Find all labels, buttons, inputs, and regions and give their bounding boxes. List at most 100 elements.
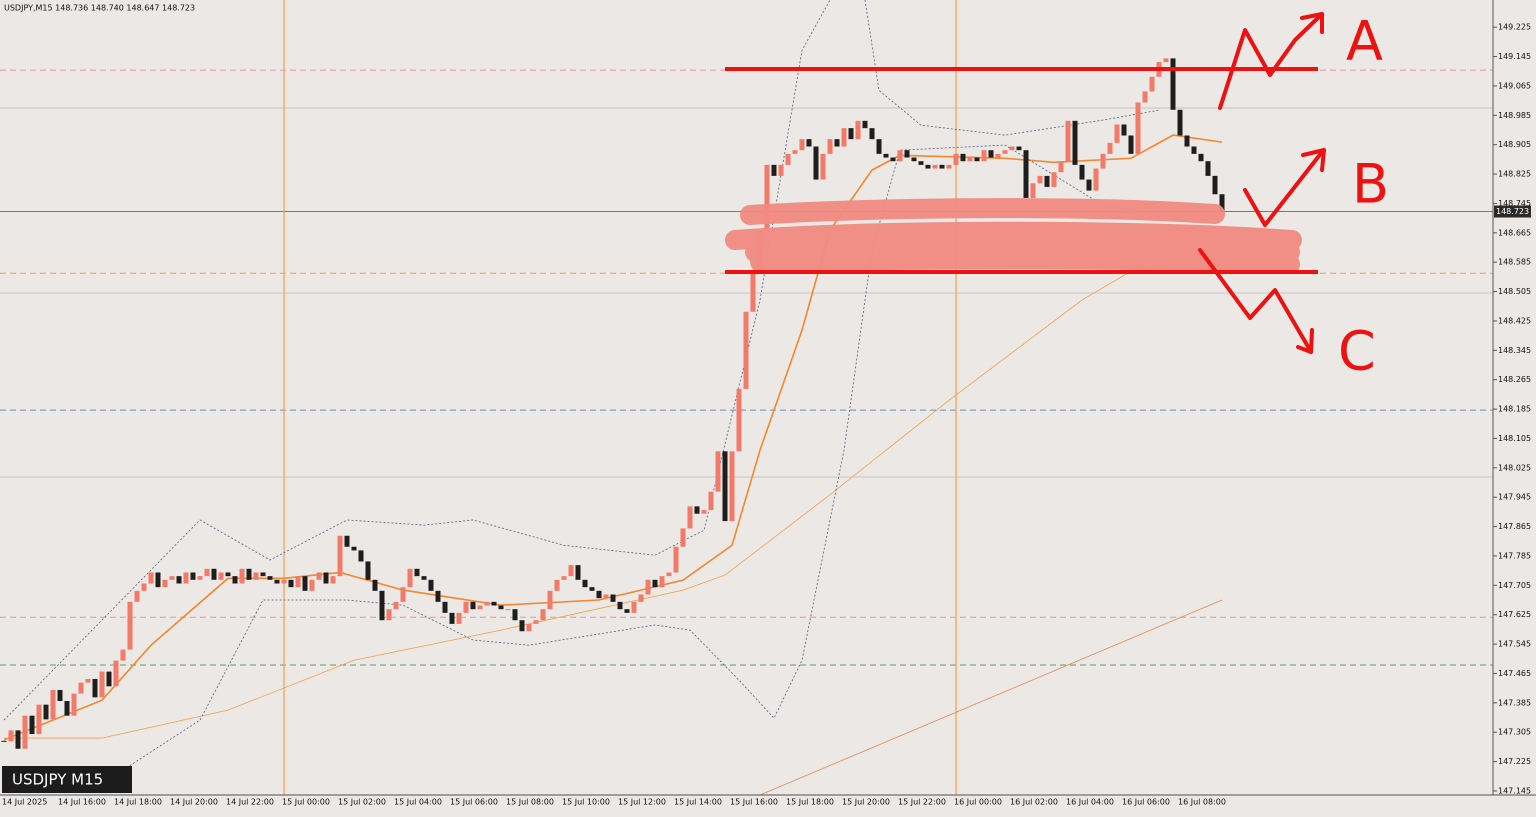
candle bbox=[1065, 120, 1071, 162]
candle bbox=[841, 128, 847, 147]
candle bbox=[260, 572, 266, 577]
time-label: 16 Jul 08:00 bbox=[1178, 798, 1226, 807]
candle bbox=[43, 704, 49, 720]
candle bbox=[988, 150, 994, 158]
candle bbox=[1051, 172, 1057, 187]
time-label: 14 Jul 22:00 bbox=[226, 798, 274, 807]
candle bbox=[645, 579, 651, 595]
candle bbox=[505, 609, 511, 611]
time-label: 16 Jul 04:00 bbox=[1066, 798, 1114, 807]
candle bbox=[393, 601, 399, 610]
y-tick-label: 147.625 bbox=[1498, 610, 1531, 619]
candle bbox=[932, 164, 938, 169]
time-label: 16 Jul 06:00 bbox=[1122, 798, 1170, 807]
candle bbox=[953, 153, 959, 165]
candle bbox=[561, 576, 567, 580]
candle bbox=[358, 550, 364, 562]
candle bbox=[778, 164, 784, 176]
candle bbox=[386, 609, 392, 621]
arrow-c-head bbox=[1296, 328, 1314, 354]
candle bbox=[1016, 146, 1022, 151]
candle bbox=[1205, 161, 1211, 176]
candle bbox=[183, 572, 189, 584]
candle bbox=[729, 451, 735, 522]
last-price-tag bbox=[1494, 205, 1531, 218]
y-tick-label: 148.825 bbox=[1498, 170, 1531, 179]
scenario-label: B bbox=[1352, 153, 1389, 216]
scenario-arrows bbox=[1198, 12, 1326, 354]
candle bbox=[897, 150, 903, 162]
candle bbox=[694, 506, 700, 514]
arrow-b-head bbox=[1301, 148, 1326, 172]
candle bbox=[372, 579, 378, 591]
time-label: 15 Jul 20:00 bbox=[842, 798, 890, 807]
candle bbox=[799, 139, 805, 151]
y-tick-label: 147.465 bbox=[1498, 669, 1531, 678]
candle bbox=[610, 594, 616, 602]
time-label: 15 Jul 06:00 bbox=[450, 798, 498, 807]
candle bbox=[57, 689, 63, 701]
time-label: 14 Jul 18:00 bbox=[114, 798, 162, 807]
candle bbox=[421, 576, 427, 580]
y-tick-label: 149.225 bbox=[1498, 23, 1531, 32]
candle bbox=[512, 609, 518, 621]
candle bbox=[428, 579, 434, 591]
candle bbox=[771, 164, 777, 176]
candle bbox=[1023, 150, 1029, 198]
candle bbox=[344, 535, 350, 547]
candle bbox=[365, 561, 371, 580]
candle bbox=[617, 601, 623, 610]
candle bbox=[1107, 142, 1113, 154]
candle bbox=[722, 451, 728, 522]
candle bbox=[848, 128, 854, 140]
candle bbox=[204, 568, 210, 577]
y-tick-label: 147.385 bbox=[1498, 698, 1531, 707]
candle bbox=[197, 576, 203, 580]
candle bbox=[267, 576, 273, 580]
candle bbox=[785, 153, 791, 165]
y-tick-label: 148.745 bbox=[1498, 199, 1531, 208]
time-label: 15 Jul 10:00 bbox=[562, 798, 610, 807]
candle bbox=[491, 601, 497, 606]
y-tick-label: 148.905 bbox=[1498, 140, 1531, 149]
candle bbox=[400, 587, 406, 602]
candle bbox=[498, 605, 504, 610]
indicator-line bbox=[3, 0, 831, 721]
candle bbox=[1177, 109, 1183, 136]
candle bbox=[85, 678, 91, 683]
candle bbox=[1072, 120, 1078, 165]
candle bbox=[596, 590, 602, 599]
candle bbox=[1128, 135, 1134, 154]
y-tick-label: 148.425 bbox=[1498, 316, 1531, 325]
candle bbox=[855, 120, 861, 140]
y-tick-label: 149.145 bbox=[1498, 52, 1531, 61]
y-tick-label: 148.985 bbox=[1498, 111, 1531, 120]
indicator-line bbox=[4, 229, 1202, 739]
candle bbox=[624, 609, 630, 613]
candle bbox=[351, 546, 357, 551]
candle bbox=[162, 579, 168, 588]
candle bbox=[456, 612, 462, 624]
candle bbox=[904, 150, 910, 158]
candle bbox=[1135, 102, 1141, 154]
candle bbox=[253, 572, 259, 580]
candle bbox=[673, 546, 679, 573]
candle bbox=[442, 601, 448, 613]
candle bbox=[274, 579, 280, 584]
candle bbox=[1044, 175, 1050, 187]
candle bbox=[246, 568, 252, 580]
time-label: 14 Jul 16:00 bbox=[58, 798, 106, 807]
indicator-line bbox=[864, 0, 1160, 136]
candle bbox=[71, 693, 77, 716]
candle bbox=[169, 576, 175, 580]
arrow-b bbox=[1243, 150, 1324, 227]
candle bbox=[925, 164, 931, 169]
time-label: 15 Jul 16:00 bbox=[730, 798, 778, 807]
candle bbox=[1086, 179, 1092, 191]
candle bbox=[890, 157, 896, 162]
candle bbox=[680, 528, 686, 547]
time-label: 16 Jul 02:00 bbox=[1010, 798, 1058, 807]
symbol-badge bbox=[2, 766, 132, 793]
